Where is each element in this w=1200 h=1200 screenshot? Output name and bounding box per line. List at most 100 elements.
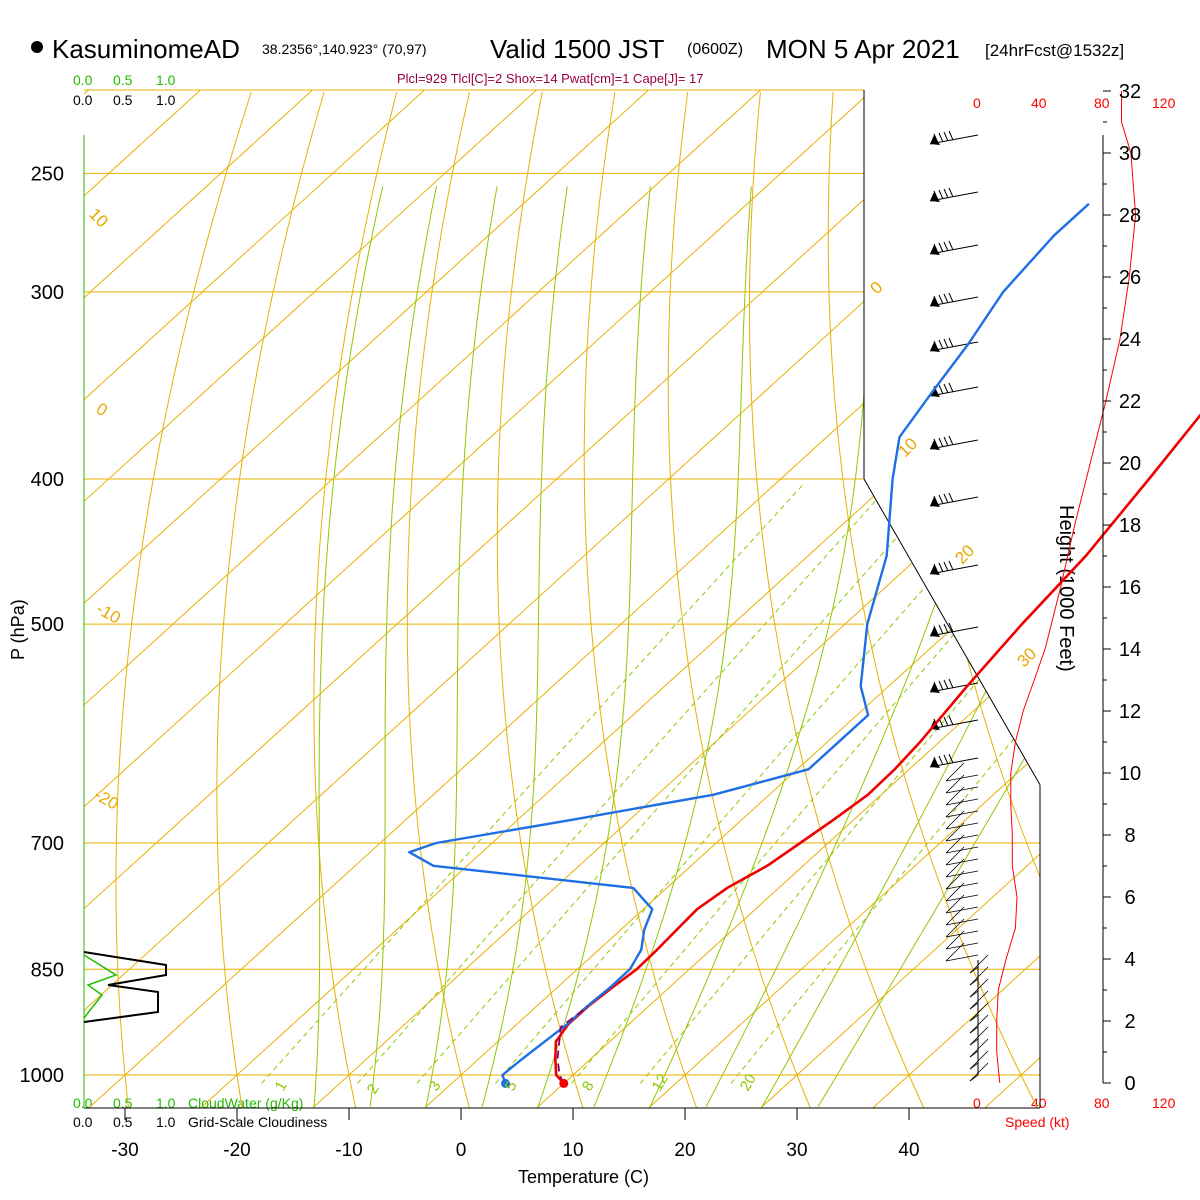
station-coords: 38.2356°,140.923° (70,97)	[262, 41, 427, 57]
wind-barb-tick	[945, 942, 965, 962]
wind-barb-staff	[945, 858, 979, 866]
isotherm-line	[984, 90, 1040, 1108]
pressure-tick-label: 250	[31, 163, 64, 185]
wind-barb-tick	[969, 954, 989, 974]
isotherm-line	[312, 90, 1040, 1108]
mixing-ratio-line	[416, 483, 945, 1084]
wind-barb-tick	[948, 560, 954, 571]
cloudwater-label: CloudWater (g/Kg)	[188, 1095, 303, 1111]
temp-tick-label: -20	[223, 1140, 250, 1161]
height-tick-label: 28	[1119, 205, 1141, 227]
cw-tick-top: 0.5	[113, 72, 133, 88]
wind-barb-tick	[933, 438, 939, 449]
dry-adiabat-line	[827, 91, 1038, 1108]
pressure-tick-label: 300	[31, 282, 64, 304]
wind-barb-tick	[943, 131, 949, 142]
wind-barb-tick	[943, 716, 949, 727]
wind-barb-staff	[945, 918, 979, 926]
wind-barb-tick	[938, 624, 944, 635]
cloud-tick: 0.0	[73, 1114, 93, 1130]
height-tick-label: 12	[1119, 701, 1141, 723]
wind-barb-tick	[938, 562, 944, 573]
wind-barb-tick	[943, 188, 949, 199]
dry-adiabat-line	[313, 91, 398, 1108]
isotherm-line	[84, 90, 89, 1108]
wind-barb-tick	[943, 293, 949, 304]
moist-adiabat-line	[537, 186, 651, 1107]
isotherm-line	[84, 90, 425, 1108]
cloudiness-label: Grid-Scale Cloudiness	[188, 1114, 327, 1130]
pressure-tick-label: 700	[31, 833, 64, 855]
wind-barb-tick	[945, 918, 965, 938]
wind-barb-tick	[933, 563, 939, 574]
wind-barb-staff	[945, 798, 979, 806]
wind-barb-staff	[945, 906, 979, 914]
moist-adiabat-line	[369, 186, 437, 1107]
wind-barb-tick	[938, 494, 944, 505]
wind-barb-tick	[948, 753, 954, 764]
wind-barb-staff	[945, 870, 979, 878]
mixing-ratio-line	[730, 483, 1040, 1084]
wind-barb-staff	[945, 810, 979, 818]
valid-time: Valid 1500 JST	[490, 34, 665, 64]
height-tick-label: 22	[1119, 391, 1141, 413]
temp-tick-label: -10	[335, 1140, 362, 1161]
isotherm-line	[1097, 90, 1200, 1108]
speed-tick: 0	[973, 1095, 981, 1111]
wind-barb-staff	[945, 846, 979, 854]
mixing-ratio-label: 8	[579, 1078, 598, 1094]
height-tick-label: 2	[1124, 1011, 1135, 1033]
wind-barb-tick	[933, 625, 939, 636]
moist-adiabat-line	[313, 186, 384, 1107]
moist-adiabat-line	[761, 186, 1040, 1107]
wind-barb-tick	[969, 990, 989, 1010]
wind-speed-line	[996, 91, 1137, 1084]
y-axis-label: P (hPa)	[8, 599, 28, 660]
height-tick-label: 16	[1119, 577, 1141, 599]
wind-barb-tick	[945, 882, 965, 902]
moist-adiabat-line	[593, 186, 752, 1107]
height-tick-label: 32	[1119, 81, 1141, 103]
wind-barb-tick	[969, 1038, 989, 1058]
wind-barb-tick	[948, 622, 954, 633]
moist-adiabat-line	[425, 186, 498, 1107]
wind-barb-staff	[945, 930, 979, 938]
cloud-tick-top: 1.0	[156, 92, 176, 108]
surface-temperature-marker	[559, 1078, 569, 1088]
pressure-tick-label: 850	[31, 959, 64, 981]
isotherm-line	[84, 90, 761, 1108]
isotherm-line	[84, 90, 873, 1108]
isotherm-label: 0	[866, 278, 886, 298]
wind-barb-tick	[948, 240, 954, 251]
wind-barb-tick	[945, 810, 965, 830]
dry-adiabat-line	[216, 91, 325, 1108]
isotherm-line	[424, 90, 1040, 1108]
temp-tick-label: 10	[562, 1140, 583, 1161]
cloud-tick: 1.0	[156, 1114, 176, 1130]
x-axis-label: Temperature (C)	[518, 1167, 649, 1187]
wind-barbs	[929, 130, 989, 1082]
cloud-tick: 0.5	[113, 1114, 133, 1130]
isotherm-label: 20	[951, 541, 978, 568]
moist-adiabat-line	[817, 185, 1040, 1107]
wind-barb-tick	[938, 242, 944, 253]
wind-barb-tick	[933, 295, 939, 306]
wind-barb-tick	[938, 132, 944, 143]
wind-barb-tick	[945, 894, 965, 914]
wind-barb-tick	[945, 930, 965, 950]
wind-barb-tick	[933, 340, 939, 351]
mixing-ratio-line	[357, 483, 892, 1084]
moist-adiabat-line	[649, 186, 876, 1107]
wind-barb-tick	[938, 294, 944, 305]
cloudiness-profile	[83, 951, 167, 1023]
isotherm-line	[872, 90, 1040, 1108]
speed-tick: 120	[1152, 1095, 1176, 1111]
wind-barb-tick	[945, 906, 965, 926]
isotherm-line	[536, 90, 1040, 1108]
wind-barb-tick	[945, 798, 965, 818]
wind-barb-tick	[969, 1050, 989, 1070]
speed-tick-top: 40	[1031, 95, 1047, 111]
speed-tick-top: 80	[1094, 95, 1110, 111]
height-tick-label: 26	[1119, 267, 1141, 289]
